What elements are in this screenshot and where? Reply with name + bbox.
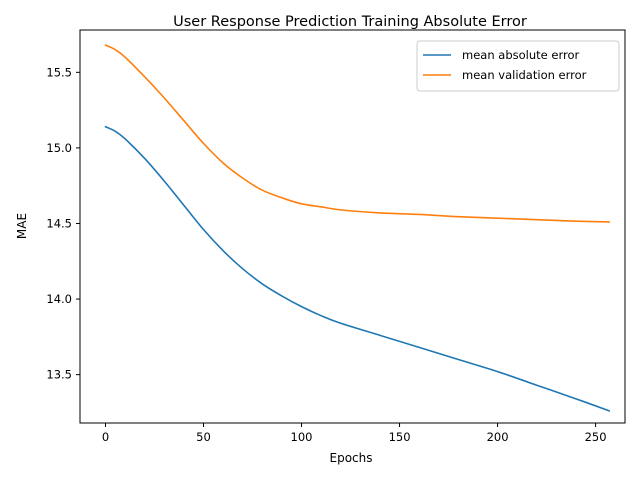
plot-frame: [79, 29, 626, 424]
legend: mean absolute error mean validation error: [416, 40, 620, 92]
y-tick-label: 14.5: [46, 216, 72, 230]
legend-box: [416, 40, 620, 92]
series-layer: [104, 44, 611, 412]
x-tick-label: 200: [487, 430, 509, 444]
series-line-2: [104, 44, 611, 223]
legend-label-1: mean absolute error: [462, 48, 579, 62]
x-tick-label: 250: [585, 430, 607, 444]
series-line-1: [104, 125, 611, 412]
y-tick-label: 15.5: [46, 65, 72, 79]
y-axis-label: MAE: [15, 213, 29, 239]
y-tick-label: 13.5: [46, 368, 72, 382]
x-tick-label: 150: [389, 430, 411, 444]
x-tick-label: 0: [102, 430, 109, 444]
y-tick-label: 15.0: [46, 141, 72, 155]
chart-title: User Response Prediction Training Absolu…: [173, 14, 527, 30]
x-tick-label: 50: [196, 430, 211, 444]
y-axis: 13.5 14.0 14.5 15.0 15.5: [46, 65, 80, 382]
y-tick-label: 14.0: [46, 292, 72, 306]
x-axis-label: Epochs: [330, 451, 373, 465]
x-axis: 0 50 100 150 200 250: [102, 423, 607, 444]
legend-label-2: mean validation error: [462, 68, 587, 82]
x-tick-label: 100: [291, 430, 313, 444]
